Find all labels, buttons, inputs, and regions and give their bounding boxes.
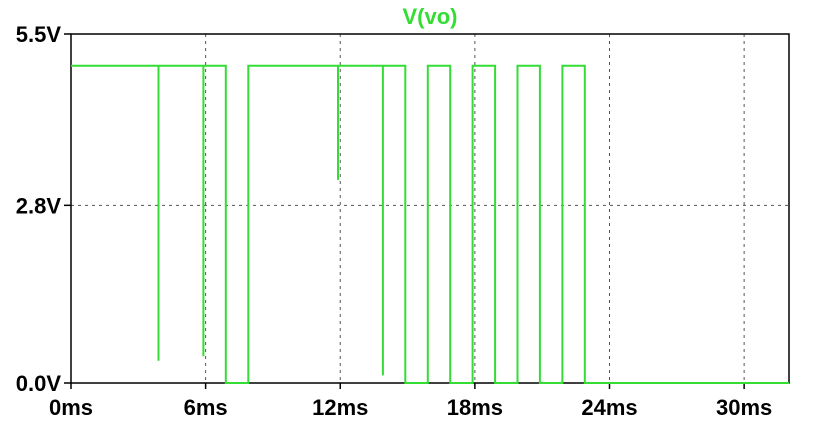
x-tick-label: 0ms xyxy=(49,395,93,420)
y-tick-label: 0.0V xyxy=(16,371,62,396)
chart-title: V(vo) xyxy=(403,4,458,29)
series-line-vo xyxy=(71,64,789,384)
y-tick-label: 5.5V xyxy=(16,22,62,47)
x-tick-label: 18ms xyxy=(447,395,503,420)
plot-frame xyxy=(70,33,790,384)
x-tick-label: 30ms xyxy=(716,395,772,420)
y-tick-label: 2.8V xyxy=(16,193,62,218)
x-tick-label: 6ms xyxy=(184,395,228,420)
trace-layer xyxy=(71,64,789,384)
grid-lines xyxy=(71,34,789,383)
axis-ticks: 0ms 6ms 12ms 18ms 24ms 30ms 0.0V 2.8V 5.5V xyxy=(16,22,773,420)
x-tick-label: 12ms xyxy=(312,395,368,420)
x-tick-label: 24ms xyxy=(581,395,637,420)
